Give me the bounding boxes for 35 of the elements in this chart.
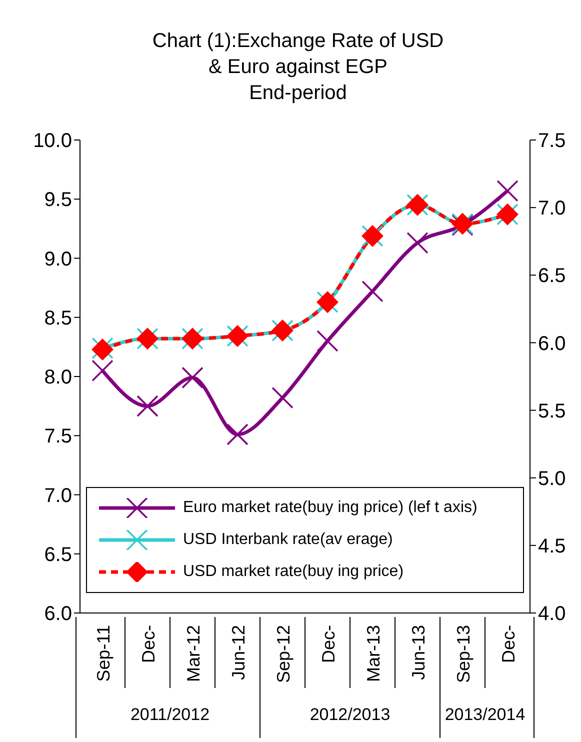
y-tick-label: 9.0 — [44, 248, 72, 270]
x-tick-label: Mar-12 — [184, 625, 204, 682]
x-tick-label: Sep-12 — [274, 625, 294, 684]
y-tick-label: 9.5 — [44, 189, 72, 212]
y2-tick-label: 6.0 — [538, 332, 566, 355]
y-tick-label: 7.0 — [44, 484, 72, 507]
y-tick-label: 8.0 — [44, 366, 72, 389]
y-tick-label: 6.5 — [44, 544, 72, 566]
y2-tick-label: 7.5 — [538, 130, 566, 152]
legend-label: USD market rate(buy ing price) — [183, 562, 404, 582]
y-tick-label: 6.0 — [44, 603, 72, 626]
y-tick-label: 8.5 — [44, 307, 72, 330]
y2-tick-label: 4.0 — [538, 603, 566, 626]
y2-tick-label: 5.5 — [538, 400, 566, 422]
text: 2012/2013 — [308, 705, 392, 725]
y2-tick-label: 7.0 — [538, 198, 566, 220]
y2-tick-label: 6.5 — [538, 265, 566, 288]
legend-label: USD Interbank rate(av erage) — [183, 530, 393, 550]
text: 2011/2012 — [129, 705, 211, 725]
x-tick-label: Dec- — [318, 625, 338, 664]
x-tick-label: Sep-11 — [94, 625, 114, 682]
y2-tick-label: 5.0 — [538, 468, 566, 490]
legend-label: Euro market rate(buy ing price) (lef t axis) — [183, 498, 478, 518]
y-tick-label: 10.0 — [33, 130, 72, 152]
y2-tick-label: 4.5 — [538, 536, 566, 558]
x-tick-label: Sep-13 — [454, 625, 474, 684]
x-tick-label: Dec- — [498, 625, 518, 664]
x-tick-label: Jun-13 — [408, 625, 428, 680]
y-tick-label: 7.5 — [44, 426, 72, 448]
x-tick-label: Jun-12 — [228, 625, 248, 680]
chart-title: Chart (1):Exchange Rate of USD & Euro against EGP — [151, 29, 445, 80]
chart-subtitle: End-period — [248, 81, 348, 106]
x-tick-label: Dec- — [138, 625, 158, 664]
x-tick-label: Mar-13 — [364, 625, 384, 682]
text: 2013/2014 — [444, 705, 526, 725]
